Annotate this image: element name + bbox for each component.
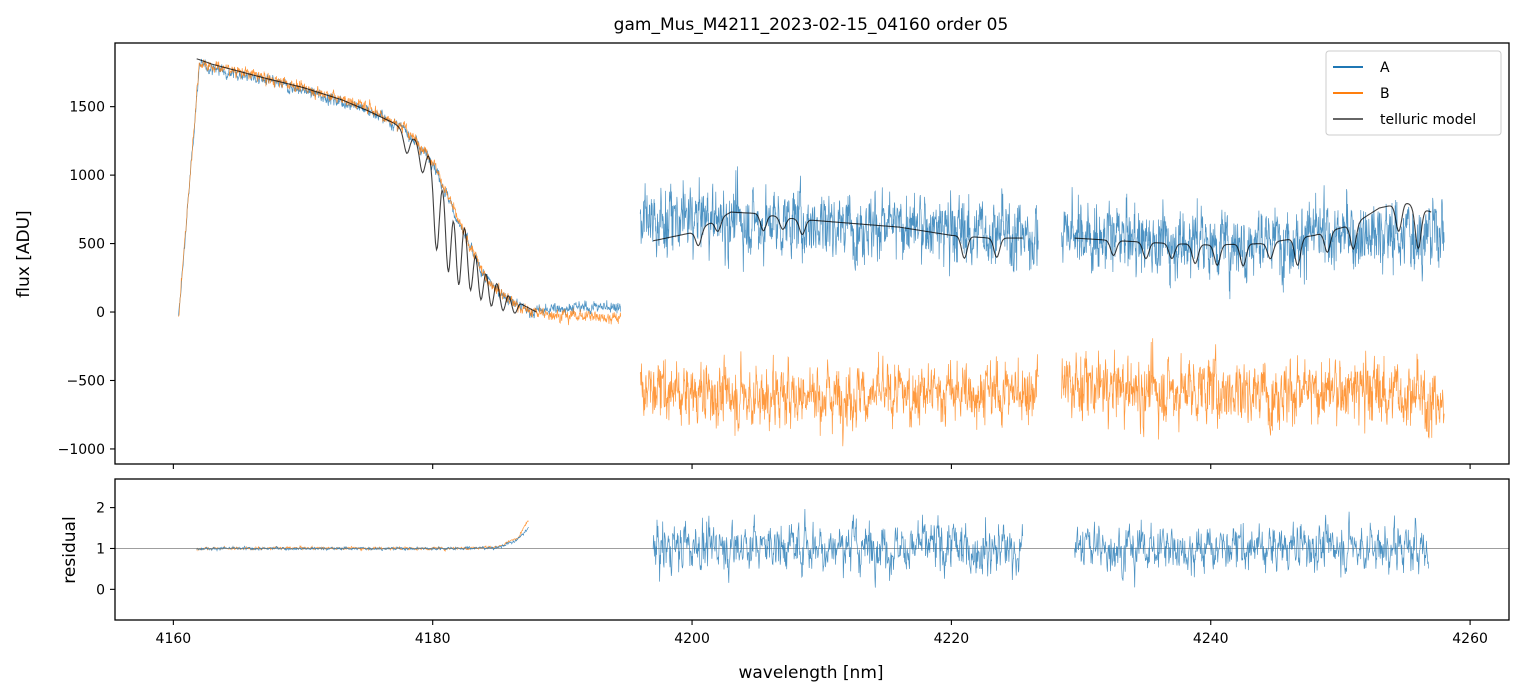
flux-series-group <box>178 58 1445 447</box>
residual-panel: 2 1 0 4160 4180 4200 4220 4240 4260 residual <box>60 478 1510 647</box>
legend-box <box>1325 50 1502 136</box>
flux-y-ticks: 1500 1000 500 0 −500 −1000 <box>58 100 115 458</box>
y-tick-label: 0 <box>96 305 105 321</box>
y-tick-label: 500 <box>78 237 105 253</box>
chart-title: gam_Mus_M4211_2023-02-15_04160 order 05 <box>614 15 1009 35</box>
legend: A B telluric model <box>1325 50 1502 136</box>
x-tick-label: 4220 <box>934 631 970 647</box>
flux-series-telluric-model-segment-3 <box>1074 203 1432 267</box>
y-tick-label: 1000 <box>69 168 105 184</box>
flux-panel-frame <box>114 42 1510 465</box>
y-tick-label: 1500 <box>69 100 105 116</box>
residual-x-ticks: 4160 4180 4200 4220 4240 4260 <box>156 620 1488 647</box>
residual-y-ticks: 2 1 0 <box>96 501 115 598</box>
residual-series-a-segment-3 <box>1074 511 1429 588</box>
legend-label-a: A <box>1380 60 1390 76</box>
x-tick-label: 4180 <box>415 631 451 647</box>
residual-y-axis-label: residual <box>60 516 80 583</box>
y-tick-label: −500 <box>67 373 105 389</box>
y-tick-label: 0 <box>96 582 105 598</box>
residual-panel-frame <box>114 478 1510 621</box>
residual-series-b-segment-1 <box>196 520 529 553</box>
flux-panel: 1500 1000 500 0 −500 −1000 flux [ADU] A B tel… <box>14 42 1510 469</box>
x-tick-label: 4260 <box>1452 631 1488 647</box>
legend-label-telluric: telluric model <box>1380 112 1476 128</box>
residual-series-a-segment-2 <box>652 508 1024 588</box>
flux-series-a-segment-3 <box>1061 185 1445 300</box>
x-axis-label: wavelength [nm] <box>738 663 883 683</box>
residual-series-group <box>115 508 1509 588</box>
x-tick-label: 4160 <box>156 631 192 647</box>
flux-series-a-segment-2 <box>639 166 1039 277</box>
y-tick-label: 1 <box>96 541 105 557</box>
residual-series-a-segment-1 <box>196 526 529 552</box>
x-tick-label: 4240 <box>1193 631 1229 647</box>
flux-series-telluric-model-segment-1 <box>196 58 537 314</box>
y-tick-label: −1000 <box>58 442 105 458</box>
y-tick-label: 2 <box>96 501 105 517</box>
x-tick-label: 4200 <box>674 631 710 647</box>
flux-series-b-segment-3 <box>1061 338 1445 440</box>
legend-label-b: B <box>1380 86 1390 102</box>
flux-series-telluric-model-segment-2 <box>652 211 1023 260</box>
flux-x-ticks <box>172 464 1471 469</box>
flux-y-axis-label: flux [ADU] <box>14 210 34 297</box>
flux-series-b-segment-2 <box>639 351 1039 447</box>
